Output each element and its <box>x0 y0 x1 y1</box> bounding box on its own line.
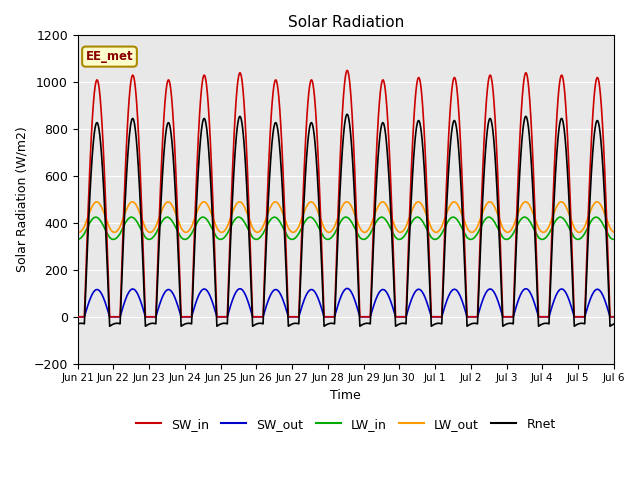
Line: LW_in: LW_in <box>77 217 614 240</box>
SW_in <box>436 314 444 320</box>
LW_in <box>436 233 444 239</box>
LW_in <box>466 236 474 242</box>
Line: SW_out: SW_out <box>77 288 614 317</box>
Y-axis label: Solar Radiation (W/m2): Solar Radiation (W/m2) <box>15 127 28 272</box>
SW_out <box>170 293 178 299</box>
SW_out <box>609 314 617 320</box>
SW_out <box>436 314 444 320</box>
SW_out <box>466 314 474 320</box>
LW_out <box>466 228 474 234</box>
LW_in <box>74 237 81 242</box>
Legend: SW_in, SW_out, LW_in, LW_out, Rnet: SW_in, SW_out, LW_in, LW_out, Rnet <box>131 413 561 436</box>
SW_in <box>609 314 617 320</box>
Rnet <box>497 258 504 264</box>
LW_in <box>496 230 504 236</box>
Rnet <box>436 321 444 326</box>
LW_in <box>170 221 178 227</box>
SW_in <box>74 314 81 320</box>
Rnet <box>170 168 178 173</box>
Line: Rnet: Rnet <box>77 114 614 326</box>
Rnet <box>343 111 351 117</box>
LW_out <box>609 229 617 235</box>
Rnet <box>326 321 333 326</box>
X-axis label: Time: Time <box>330 389 361 402</box>
LW_out <box>74 229 81 235</box>
SW_in <box>496 234 504 240</box>
SW_out <box>326 314 333 320</box>
Rnet <box>609 322 617 327</box>
LW_out <box>326 229 333 235</box>
SW_in <box>610 314 618 320</box>
LW_in <box>127 214 135 220</box>
SW_out <box>74 314 81 320</box>
Rnet <box>466 322 474 327</box>
SW_out <box>496 305 504 311</box>
LW_out <box>610 229 618 235</box>
LW_out <box>436 227 444 232</box>
SW_out <box>343 286 351 291</box>
SW_in <box>326 314 333 320</box>
LW_in <box>326 236 333 242</box>
SW_in <box>343 68 351 73</box>
Text: EE_met: EE_met <box>86 50 133 63</box>
SW_out <box>610 314 618 320</box>
Rnet <box>74 321 81 327</box>
Line: SW_in: SW_in <box>77 71 614 317</box>
SW_in <box>466 314 474 320</box>
LW_out <box>170 207 178 213</box>
LW_in <box>610 237 618 242</box>
Rnet <box>106 324 113 329</box>
Rnet <box>610 321 618 327</box>
LW_out <box>75 229 83 235</box>
Title: Solar Radiation: Solar Radiation <box>287 15 404 30</box>
SW_in <box>170 129 178 135</box>
LW_out <box>497 218 504 224</box>
Line: LW_out: LW_out <box>77 202 614 232</box>
LW_out <box>129 199 136 205</box>
LW_in <box>609 237 617 242</box>
